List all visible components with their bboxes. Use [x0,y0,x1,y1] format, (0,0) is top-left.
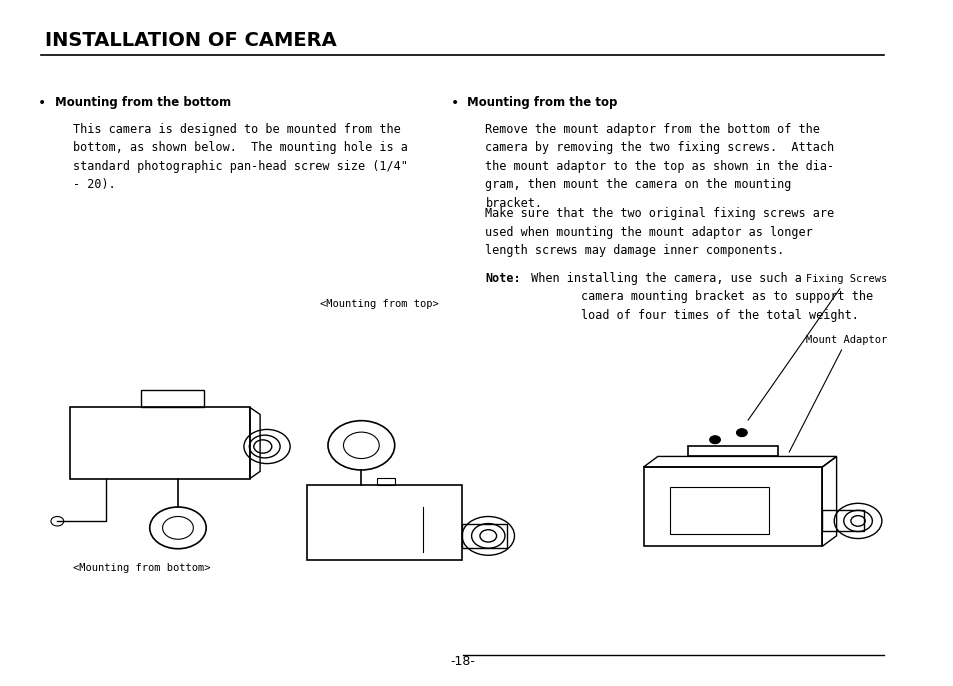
Text: INSTALLATION OF CAMERA: INSTALLATION OF CAMERA [46,32,336,50]
Text: Mounting from the top: Mounting from the top [467,95,617,108]
Text: •: • [38,95,47,110]
Text: -18-: -18- [450,655,475,668]
Text: Make sure that the two original fixing screws are
used when mounting the mount a: Make sure that the two original fixing s… [485,207,834,257]
Text: <Mounting from bottom>: <Mounting from bottom> [72,563,211,573]
Text: When installing the camera, use such a
        camera mounting bracket as to sup: When installing the camera, use such a c… [523,272,872,322]
Text: <Mounting from top>: <Mounting from top> [320,299,438,309]
Text: •: • [450,95,458,110]
Text: Fixing Screws: Fixing Screws [747,274,886,421]
Circle shape [709,436,720,444]
Text: Remove the mount adaptor from the bottom of the
camera by removing the two fixin: Remove the mount adaptor from the bottom… [485,123,834,210]
Text: This camera is designed to be mounted from the
bottom, as shown below.  The moun: This camera is designed to be mounted fr… [72,123,407,191]
Text: Note:: Note: [485,272,520,285]
Text: Mounting from the bottom: Mounting from the bottom [54,95,231,108]
Text: Mount Adaptor: Mount Adaptor [788,335,886,452]
Circle shape [736,429,746,436]
